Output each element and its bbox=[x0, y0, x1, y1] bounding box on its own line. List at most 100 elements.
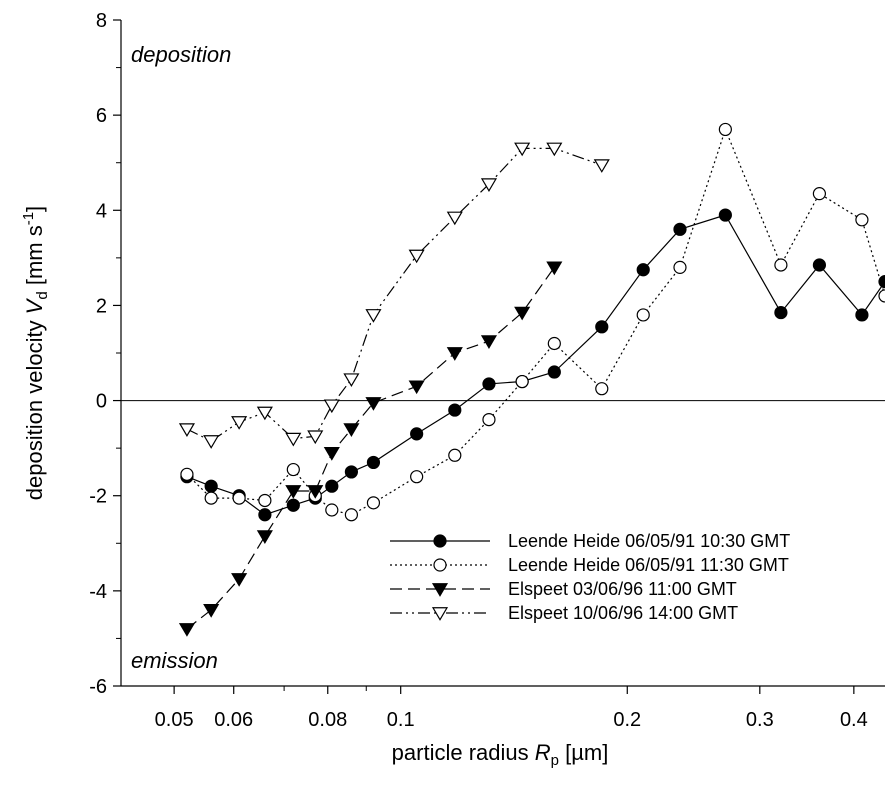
data-point bbox=[636, 263, 650, 277]
data-point bbox=[344, 465, 358, 479]
y-tick-label: -4 bbox=[89, 581, 107, 603]
data-point bbox=[774, 258, 788, 272]
y-axis-title: deposition velocity Vd [mm s-1] bbox=[20, 206, 51, 500]
series-line bbox=[186, 214, 885, 516]
data-point bbox=[480, 178, 498, 192]
y-axis-title-post: ] bbox=[22, 206, 47, 212]
data-point bbox=[286, 498, 300, 512]
data-point bbox=[812, 187, 827, 201]
data-point bbox=[514, 306, 531, 321]
legend-marker bbox=[431, 583, 449, 597]
x-axis-title-post: [µm] bbox=[559, 740, 608, 765]
series-1 bbox=[180, 208, 885, 522]
data-point bbox=[366, 496, 381, 510]
data-point bbox=[323, 399, 340, 414]
data-point bbox=[448, 448, 462, 462]
data-point bbox=[593, 159, 610, 173]
legend-label: Leende Heide 06/05/91 10:30 GMT bbox=[508, 531, 790, 551]
x-ticks: 0.05 0.06 0.08 0.1 0.2 0.3 0.4 bbox=[155, 686, 868, 731]
data-point bbox=[514, 142, 531, 157]
data-point bbox=[718, 208, 732, 222]
data-point bbox=[855, 308, 869, 322]
y-tick-label: -6 bbox=[89, 676, 107, 698]
data-point bbox=[323, 447, 340, 461]
data-point bbox=[204, 491, 218, 505]
series-2 bbox=[180, 122, 885, 522]
data-point bbox=[774, 305, 788, 320]
y-axis-title-subscript: d bbox=[34, 291, 51, 299]
data-point bbox=[231, 573, 248, 587]
data-point bbox=[595, 320, 609, 334]
series-3 bbox=[178, 261, 563, 637]
data-point bbox=[480, 335, 498, 349]
data-point bbox=[515, 374, 529, 389]
x-axis-title-symbol: R bbox=[535, 740, 551, 765]
data-point bbox=[325, 479, 339, 493]
y-tick-label: 6 bbox=[96, 105, 107, 127]
data-point bbox=[307, 430, 324, 445]
data-point bbox=[878, 275, 885, 289]
annotation-deposition: deposition bbox=[131, 42, 231, 67]
data-point bbox=[855, 213, 869, 227]
data-point bbox=[258, 493, 272, 508]
data-point bbox=[256, 530, 273, 544]
y-tick-label: 2 bbox=[96, 295, 107, 317]
x-axis-title-subscript: p bbox=[551, 752, 559, 769]
y-axis-title-pre: deposition velocity bbox=[22, 314, 47, 500]
data-point bbox=[203, 604, 220, 618]
data-point bbox=[366, 455, 381, 470]
data-point bbox=[365, 309, 382, 323]
data-point bbox=[546, 261, 563, 276]
data-point bbox=[812, 258, 827, 272]
data-point bbox=[344, 508, 358, 522]
y-tick-label: 0 bbox=[96, 391, 107, 413]
legend: Leende Heide 06/05/91 10:30 GMT Leende He… bbox=[390, 531, 790, 623]
data-point bbox=[410, 470, 424, 484]
annotation-emission: emission bbox=[131, 648, 218, 673]
data-point bbox=[482, 377, 496, 391]
data-point bbox=[446, 211, 463, 226]
x-tick-label: 0.3 bbox=[746, 709, 774, 731]
data-point bbox=[343, 373, 360, 387]
data-point bbox=[365, 397, 382, 411]
data-point bbox=[547, 336, 561, 351]
data-point bbox=[285, 485, 302, 499]
data-point bbox=[203, 435, 220, 449]
data-point bbox=[204, 479, 218, 493]
data-point bbox=[673, 260, 687, 274]
data-point bbox=[482, 413, 496, 427]
data-point bbox=[232, 491, 246, 505]
y-axis-title-superscript: -1 bbox=[20, 212, 37, 225]
data-point bbox=[595, 382, 609, 396]
data-point bbox=[285, 432, 302, 447]
x-tick-label: 0.4 bbox=[840, 709, 868, 731]
x-tick-label: 0.1 bbox=[387, 709, 415, 731]
data-point bbox=[446, 347, 463, 361]
y-axis-title-symbol: V bbox=[22, 297, 47, 314]
data-point bbox=[343, 423, 360, 437]
legend-item: Leende Heide 06/05/91 10:30 GMT bbox=[390, 531, 790, 551]
x-tick-label: 0.06 bbox=[214, 709, 253, 731]
data-point bbox=[258, 508, 272, 522]
y-tick-label: -2 bbox=[89, 486, 107, 508]
legend-marker bbox=[431, 607, 449, 621]
data-point bbox=[408, 249, 425, 264]
data-point bbox=[547, 365, 561, 379]
data-point bbox=[410, 427, 424, 441]
series-line bbox=[186, 267, 555, 630]
data-point bbox=[448, 403, 462, 417]
data-point bbox=[256, 406, 273, 421]
data-point bbox=[878, 289, 885, 303]
series-line bbox=[186, 147, 602, 442]
y-axis-title-mid: [mm s bbox=[22, 225, 47, 291]
y-tick-label: 4 bbox=[96, 200, 107, 222]
y-tick-label: 8 bbox=[96, 10, 107, 32]
data-point bbox=[286, 462, 300, 477]
series-line bbox=[186, 127, 885, 516]
data-point bbox=[636, 308, 650, 322]
legend-item: Elspeet 10/06/96 14:00 GMT bbox=[390, 603, 738, 623]
y-ticks: -6 -4 -2 0 2 4 6 8 bbox=[89, 10, 121, 698]
series-layer bbox=[178, 122, 885, 637]
legend-item: Elspeet 03/06/96 11:00 GMT bbox=[390, 579, 737, 599]
